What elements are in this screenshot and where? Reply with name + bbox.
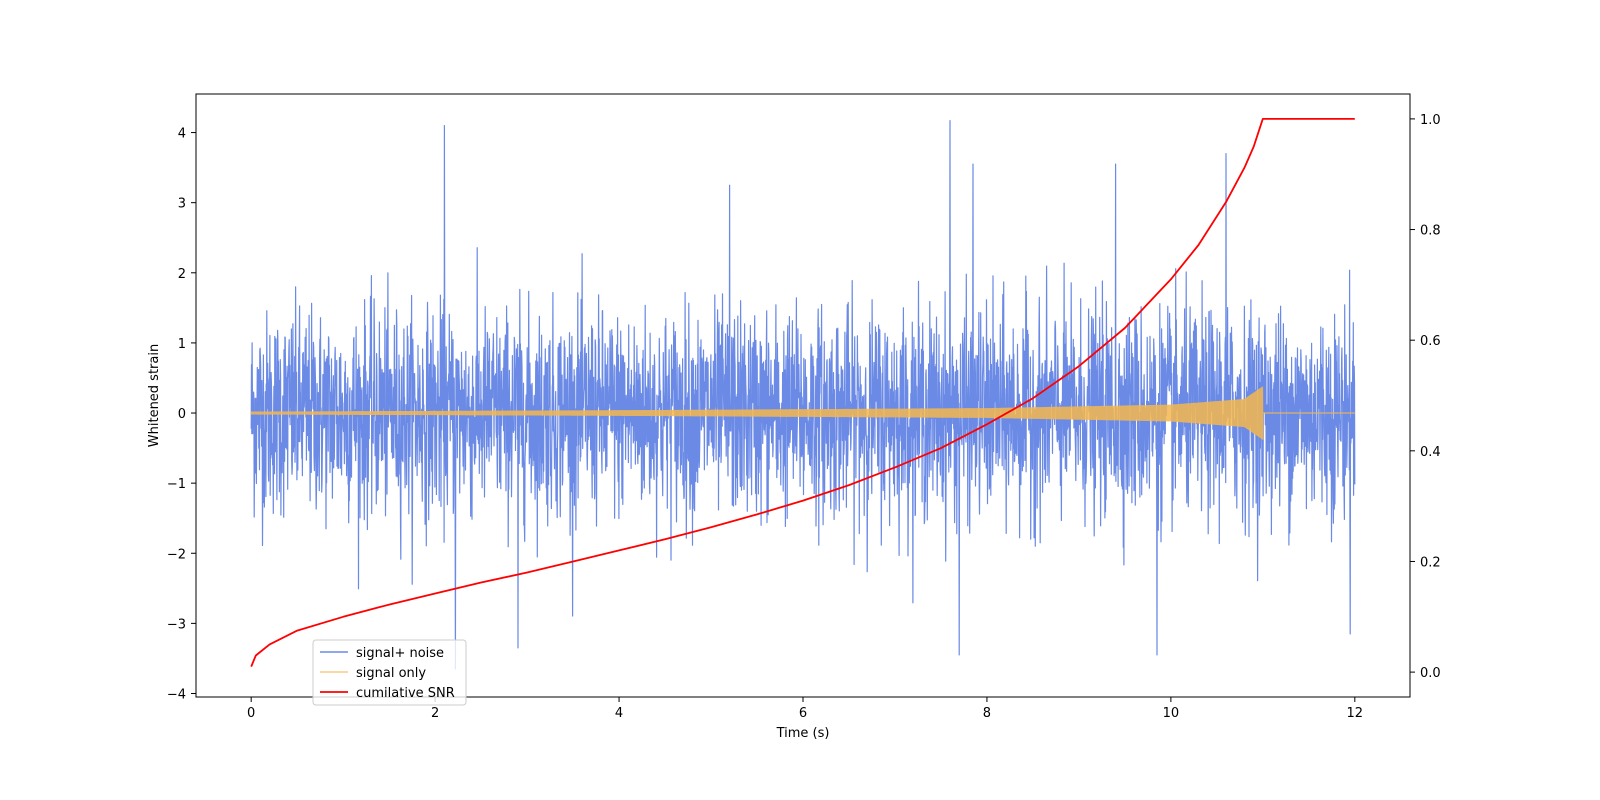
y-tick-label: 0	[178, 407, 186, 422]
x-tick-label: 8	[983, 706, 991, 721]
y-tick-label: −1	[167, 477, 186, 492]
legend-label: cumilative SNR	[356, 686, 455, 701]
x-tick-label: 10	[1163, 706, 1180, 721]
series-line-cumulative-snr	[250, 118, 1355, 667]
y-tick-label: 2	[178, 267, 186, 282]
x-axis-label: Time (s)	[776, 726, 830, 741]
series-line-signal-only	[250, 386, 1355, 440]
x-tick-label: 12	[1347, 706, 1364, 721]
y-tick-label: 4	[178, 127, 186, 142]
y-axis-left: −4 −3 −2 −1 0 1 2 3 4	[167, 127, 196, 702]
legend-label: signal only	[356, 666, 426, 681]
y2-tick-label: 0.8	[1420, 224, 1441, 239]
x-tick-label: 0	[247, 706, 255, 721]
y-tick-label: 1	[178, 337, 186, 352]
y-tick-label: −2	[167, 547, 186, 562]
series-line-signal-noise	[250, 120, 1356, 670]
y-tick-label: −3	[167, 617, 186, 632]
y2-tick-label: 0.6	[1420, 334, 1441, 349]
y2-tick-label: 1.0	[1420, 113, 1441, 128]
x-tick-label: 4	[615, 706, 623, 721]
legend-box	[312, 639, 467, 706]
y2-tick-label: 0.0	[1420, 666, 1441, 681]
legend-label: signal+ noise	[356, 646, 444, 661]
y-axis-label: Whitened strain	[147, 344, 162, 447]
y-tick-label: 3	[178, 197, 186, 212]
legend: signal+ noise signal only cumilative SNR	[312, 639, 467, 706]
y-axis-right: 0.0 0.2 0.4 0.6 0.8 1.0	[1410, 113, 1441, 681]
x-tick-label: 2	[431, 706, 439, 721]
x-tick-label: 6	[799, 706, 807, 721]
y-tick-label: −4	[167, 687, 186, 702]
series-layer	[250, 118, 1356, 670]
y2-tick-label: 0.4	[1420, 445, 1441, 460]
y2-tick-label: 0.2	[1420, 555, 1441, 570]
